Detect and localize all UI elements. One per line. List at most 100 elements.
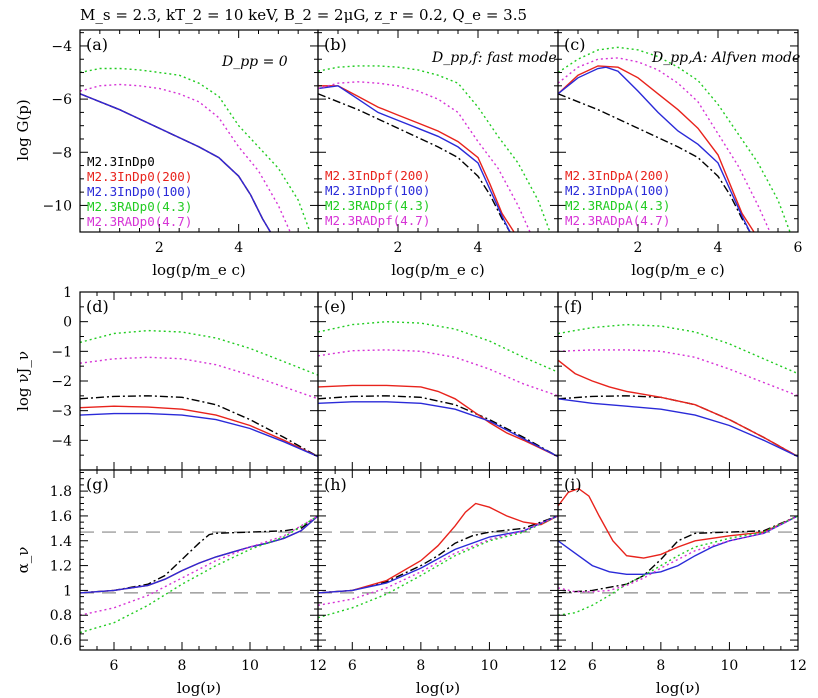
series-g-black	[80, 515, 318, 594]
xlabel-h: log(ν)	[416, 679, 460, 697]
xlabel-b: log(p/m_e c)	[391, 261, 485, 279]
series-h-magenta	[318, 515, 558, 606]
series-e-green	[318, 320, 558, 373]
panel-label-e: (e)	[324, 297, 346, 316]
series-d-magenta	[80, 356, 318, 400]
panel-label-i: (i)	[564, 475, 582, 494]
ytick-label-g-3: 1.2	[50, 559, 72, 575]
legend-entry-b-0: M2.3InDpf(200)	[325, 168, 430, 183]
ytick-label-g-6: 1.8	[50, 484, 72, 500]
legend-entry-a-2: M2.3InDp0(100)	[87, 184, 192, 199]
legend-entry-a-0: M2.3InDp0	[87, 154, 155, 169]
legend-entry-c-1: M2.3InDpA(100)	[565, 183, 670, 198]
xtick-label-i-0: 6	[588, 658, 597, 674]
xtick-label-c-2: 6	[794, 240, 803, 256]
xlabel-a: log(p/m_e c)	[152, 261, 246, 279]
ytick-label-d-2: −2	[51, 374, 72, 390]
xlabel-i: log(ν)	[656, 679, 700, 697]
series-f-blue	[558, 398, 798, 458]
panel-f: (f)	[557, 291, 799, 471]
panel-label-g: (g)	[86, 475, 109, 494]
ytick-label-a-3: −4	[51, 39, 72, 55]
series-e-black	[318, 395, 558, 458]
series-c-green	[558, 46, 791, 232]
series-d-red	[80, 405, 318, 458]
series-e-red	[318, 384, 558, 458]
series-h-green	[318, 515, 558, 619]
xtick-label-h-1: 8	[416, 658, 425, 674]
axes-frame-d	[79, 291, 319, 471]
legend-entry-c-2: M2.3RADpA(4.3)	[565, 198, 670, 213]
xtick-label-c-1: 4	[714, 240, 723, 256]
series-e-magenta	[318, 349, 558, 397]
panel-label-c: (c)	[564, 35, 585, 54]
ytick-label-g-0: 0.6	[50, 633, 72, 649]
ytick-label-g-5: 1.6	[50, 509, 72, 525]
ytick-label-g-1: 0.8	[50, 608, 72, 624]
panel-b: 2 4 log(p/m_e c) (b) D_pp,f: fast mode M2.3In…	[317, 29, 559, 279]
panel-label-d: (d)	[86, 297, 109, 316]
series-b-green	[318, 65, 551, 232]
panel-label-b: (b)	[324, 35, 347, 54]
series-i-red	[558, 487, 798, 559]
panel-d: −4 −3 −2 −1 0 1 log νJ_ν (d)	[14, 285, 319, 471]
ytick-label-a-1: −8	[51, 145, 72, 161]
series-c-magenta	[558, 57, 771, 232]
legend-entry-c-0: M2.3InDpA(200)	[565, 168, 670, 183]
legend-entry-b-3: M2.3RADpf(4.7)	[325, 213, 430, 228]
series-a-green	[80, 67, 311, 232]
series-f-red	[558, 359, 798, 458]
series-d-green	[80, 329, 318, 376]
xtick-label-i-3: 12	[789, 658, 807, 674]
xlabel-g: log(ν)	[177, 679, 221, 697]
xtick-label-g-3: 12	[309, 658, 327, 674]
series-h-red	[318, 502, 558, 594]
series-g-magenta	[80, 515, 318, 616]
series-i-blue	[558, 515, 798, 575]
series-d-black	[80, 395, 318, 458]
axes-frame-g	[79, 469, 319, 651]
panel-a: 2 4 −10 −8 −6 −4 log(p/m_e c) log G(p) (a) D_pp =…	[14, 29, 319, 279]
xtick-label-g-0: 6	[110, 658, 119, 674]
panel-g: 6 8 10 12 0.6 0.8 1 1.2 1.4 1.6 1.8 log(ν) α_ν (g)	[14, 469, 327, 697]
series-b-red	[318, 85, 515, 232]
ytick-label-g-4: 1.4	[50, 534, 72, 550]
series-d-blue	[80, 412, 318, 458]
ytick-label-a-2: −6	[51, 92, 72, 108]
series-c-blue	[558, 66, 751, 232]
annotation-a: D_pp = 0	[221, 54, 288, 70]
series-g-red	[80, 515, 318, 594]
series-i-magenta	[558, 515, 798, 593]
ytick-label-d-0: −4	[51, 433, 72, 449]
series-c-red	[558, 65, 755, 232]
xtick-label-b-1: 4	[474, 240, 483, 256]
xtick-label-a-0: 2	[155, 240, 164, 256]
ytick-label-a-0: −10	[42, 198, 72, 214]
legend-entry-a-4: M2.3RADp0(4.7)	[87, 214, 192, 229]
panel-i: 6 8 10 12 log(ν) (i)	[557, 469, 807, 697]
series-b-blue	[318, 85, 511, 232]
figure-header: M_s = 2.3, kT_2 = 10 keV, B_2 = 2μG, z_r…	[80, 6, 527, 24]
axes-frame-h	[317, 469, 559, 651]
panel-label-h: (h)	[324, 475, 347, 494]
series-h-black	[318, 515, 558, 594]
axes-frame-e	[317, 291, 559, 471]
series-e-blue	[318, 401, 558, 458]
panel-e: (e)	[317, 291, 559, 471]
ytick-label-g-2: 1	[63, 583, 72, 599]
xtick-label-h-0: 6	[348, 658, 357, 674]
ylabel-d: log νJ_ν	[14, 351, 32, 411]
xtick-label-g-1: 8	[178, 658, 187, 674]
annotation-c: D_pp,A: Alfven mode	[651, 50, 800, 66]
legend-entry-a-3: M2.3RADp0(4.3)	[87, 199, 192, 214]
xlabel-c: log(p/m_e c)	[631, 261, 725, 279]
panel-label-f: (f)	[564, 297, 582, 316]
xtick-label-g-2: 10	[241, 658, 259, 674]
series-g-blue	[80, 515, 318, 594]
legend-entry-b-1: M2.3InDpf(100)	[325, 183, 430, 198]
ytick-label-d-3: −1	[51, 344, 72, 360]
ylabel-a: log G(p)	[14, 99, 32, 161]
legend-entry-b-2: M2.3RADpf(4.3)	[325, 198, 430, 213]
ytick-label-d-5: 1	[63, 285, 72, 301]
